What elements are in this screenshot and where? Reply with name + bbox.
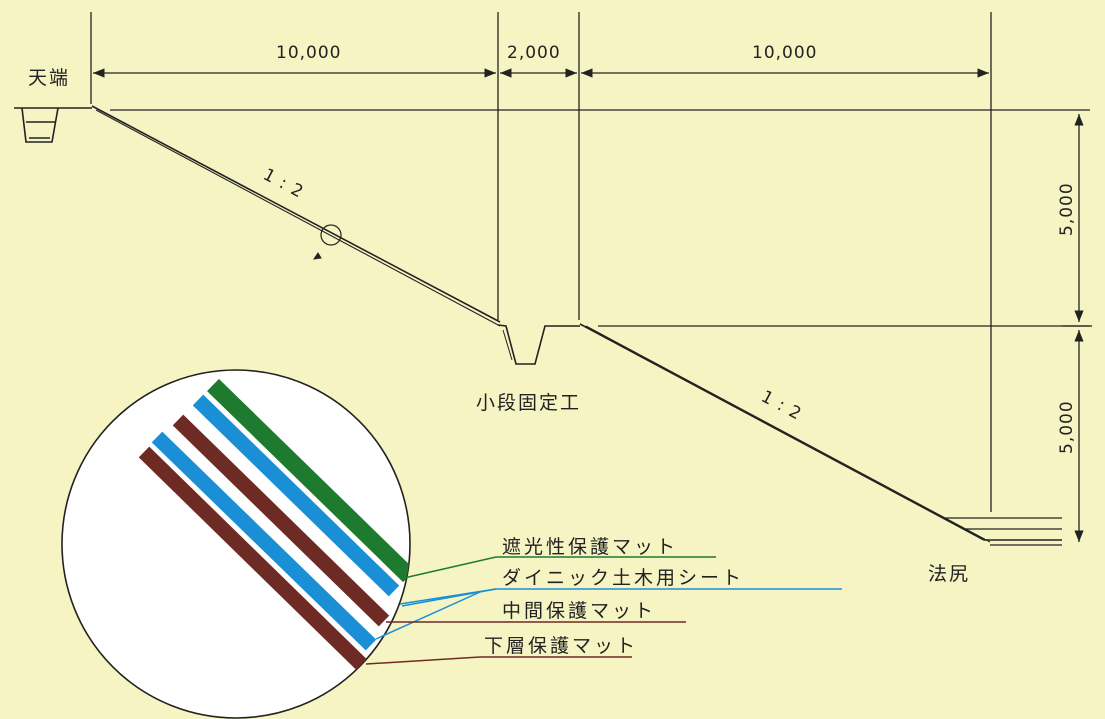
leader-sheet-2 (401, 588, 497, 607)
leader-shading-mat (403, 556, 716, 579)
slope-ratio-lower: 1 : 2 (758, 387, 806, 425)
label-berm-fixing: 小段固定工 (476, 392, 581, 414)
layer-detail-circle (61, 369, 411, 719)
leader-sheet-3 (375, 591, 481, 640)
legend-lower-mat: 下層保護マット (484, 635, 638, 657)
upper-slope (91, 105, 501, 327)
detail-callout-circle (320, 224, 342, 246)
berm-channel (497, 324, 580, 365)
label-crest: 天端 (28, 67, 70, 89)
layer-band-sheet-2 (151, 431, 377, 651)
leader-lines (365, 556, 842, 665)
dim-upper-width: 10,000 (276, 43, 341, 63)
legend-sheet: ダイニック土木用シート (502, 567, 744, 589)
extension-lines (90, 12, 1090, 512)
callout-pointer (312, 252, 322, 260)
dim-lower-width: 10,000 (752, 43, 817, 63)
slope-ratio-upper: 1 : 2 (260, 165, 308, 203)
layer-band-lower-mat (138, 446, 368, 671)
layer-band-sheet-1 (192, 394, 400, 597)
layer-band-middle-mat (172, 414, 390, 627)
crest-channel (14, 107, 92, 143)
leader-lower-mat (365, 656, 632, 665)
legend-shading-mat: 遮光性保護マット (502, 536, 678, 558)
lower-slope (579, 323, 1062, 546)
layer-band-shading-mat (207, 378, 410, 583)
legend-middle-mat: 中間保護マット (502, 600, 656, 622)
vertical-dimensions (1062, 114, 1092, 542)
dim-upper-height: 5,000 (1057, 182, 1077, 236)
label-toe: 法尻 (928, 563, 970, 585)
dim-berm-width: 2,000 (507, 43, 561, 63)
dim-lower-height: 5,000 (1057, 400, 1077, 454)
